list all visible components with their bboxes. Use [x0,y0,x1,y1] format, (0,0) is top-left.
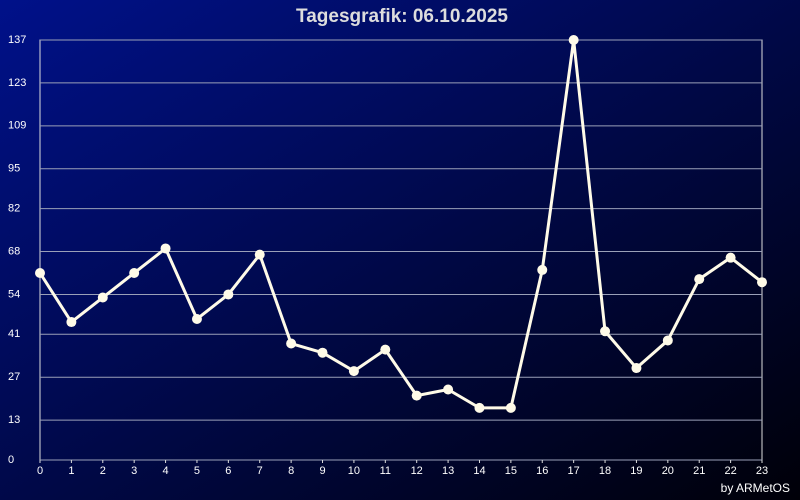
x-tick-label: 20 [662,465,674,477]
y-tick-label: 109 [8,120,26,132]
x-tick-label: 16 [536,465,548,477]
x-tick-label: 10 [348,465,360,477]
data-point [600,326,611,337]
data-point [662,335,673,346]
x-tick-label: 12 [411,465,423,477]
x-tick-label: 13 [442,465,454,477]
data-point [191,313,202,324]
x-tick-label: 14 [473,465,485,477]
data-point [725,252,736,263]
x-tick-label: 1 [68,465,74,477]
y-tick-label: 27 [8,371,20,383]
data-line [38,38,763,410]
y-tick-label: 68 [8,245,20,257]
data-point [757,277,767,288]
x-tick-label: 5 [194,465,200,477]
y-tick-label: 13 [8,414,20,426]
data-point [380,344,391,355]
data-point [254,249,265,260]
x-tick-label: 11 [380,465,391,477]
data-point [35,267,45,278]
x-tick-label: 9 [319,465,325,477]
x-tick-label: 7 [257,465,263,477]
data-point [286,338,297,349]
x-tick-label: 15 [505,465,517,477]
y-tick-label: 0 [8,454,14,466]
y-tick-label: 123 [8,77,26,89]
x-tick-label: 6 [225,465,231,477]
x-tick-label: 17 [568,465,580,477]
y-tick-label: 95 [8,163,20,175]
y-tick-label: 137 [8,34,26,46]
data-point [537,264,548,275]
x-tick-label: 0 [37,465,43,477]
data-point [474,402,485,413]
y-tick-label: 54 [8,288,20,300]
data-point [317,347,328,358]
x-tick-label: 2 [100,465,106,477]
data-point [223,289,234,300]
data-point [66,317,77,328]
data-point [348,366,359,377]
x-tick-label: 22 [724,465,736,477]
x-tick-label: 19 [630,465,642,477]
chart-title: Tagesgrafik: 06.10.2025 [296,6,508,27]
data-point [411,390,422,401]
x-tick-label: 21 [693,465,705,477]
data-point [694,274,705,285]
data-point [129,267,140,278]
x-tick-label: 23 [756,465,768,477]
data-point [631,363,642,374]
credit: by ARMetOS [721,481,790,495]
x-tick-label: 4 [163,465,169,477]
x-tick-label: 8 [288,465,294,477]
x-tick-label: 18 [599,465,611,477]
y-tick-label: 41 [8,328,20,340]
data-point [160,243,171,254]
data-point [443,384,454,395]
data-point [568,35,579,45]
x-tick-label: 3 [131,465,137,477]
data-point [505,402,516,413]
data-point [97,292,108,303]
y-tick-label: 82 [8,203,20,215]
